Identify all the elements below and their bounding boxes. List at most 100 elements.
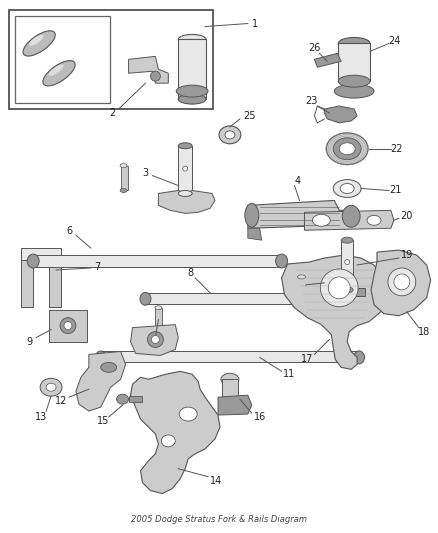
Text: 25: 25: [244, 111, 256, 121]
Ellipse shape: [394, 274, 410, 290]
Text: 2005 Dodge Stratus Fork & Rails Diagram: 2005 Dodge Stratus Fork & Rails Diagram: [131, 515, 307, 524]
Ellipse shape: [221, 373, 239, 385]
Bar: [9, 10, 213, 109]
Polygon shape: [76, 351, 126, 411]
Ellipse shape: [120, 164, 127, 168]
Ellipse shape: [178, 35, 206, 44]
Bar: [21, 252, 33, 307]
Ellipse shape: [320, 269, 358, 307]
Circle shape: [150, 71, 160, 81]
Text: 24: 24: [389, 36, 401, 46]
Text: 18: 18: [417, 327, 430, 336]
Ellipse shape: [161, 435, 175, 447]
Ellipse shape: [178, 190, 192, 197]
Ellipse shape: [178, 143, 192, 149]
Ellipse shape: [340, 183, 354, 193]
Ellipse shape: [333, 180, 361, 197]
Polygon shape: [282, 255, 387, 369]
Ellipse shape: [341, 237, 353, 243]
Ellipse shape: [388, 268, 416, 296]
Ellipse shape: [334, 84, 374, 98]
Ellipse shape: [338, 37, 370, 50]
Polygon shape: [304, 211, 394, 230]
Bar: [178, 146, 192, 193]
Ellipse shape: [140, 292, 151, 305]
Ellipse shape: [338, 75, 370, 87]
Bar: [338, 43, 370, 81]
Text: 8: 8: [187, 268, 193, 278]
Text: 6: 6: [66, 226, 72, 236]
Polygon shape: [314, 53, 341, 67]
Ellipse shape: [219, 126, 241, 144]
Text: 3: 3: [142, 167, 148, 177]
Ellipse shape: [49, 64, 64, 76]
Bar: [129, 396, 142, 402]
Bar: [15, 15, 110, 103]
Ellipse shape: [353, 292, 364, 305]
Circle shape: [183, 166, 188, 171]
Circle shape: [64, 321, 72, 329]
Ellipse shape: [117, 394, 129, 404]
Text: 4: 4: [294, 175, 300, 185]
Polygon shape: [324, 106, 357, 123]
Ellipse shape: [28, 35, 44, 46]
Ellipse shape: [27, 254, 39, 268]
Text: 10: 10: [149, 340, 162, 350]
Ellipse shape: [326, 133, 368, 165]
Text: 20: 20: [401, 211, 413, 221]
Text: 23: 23: [305, 96, 318, 106]
Polygon shape: [131, 372, 220, 494]
Ellipse shape: [225, 131, 235, 139]
Ellipse shape: [367, 215, 381, 225]
Bar: [341, 240, 353, 290]
Bar: [178, 39, 206, 99]
Bar: [155, 308, 162, 329]
Ellipse shape: [342, 205, 360, 227]
Bar: [329, 288, 365, 296]
Ellipse shape: [155, 306, 162, 310]
Polygon shape: [159, 190, 215, 213]
Bar: [49, 310, 87, 342]
Text: 21: 21: [390, 185, 402, 196]
Text: 7: 7: [95, 262, 101, 272]
Ellipse shape: [341, 287, 353, 293]
Ellipse shape: [312, 214, 330, 226]
Text: 9: 9: [26, 336, 32, 346]
Text: 19: 19: [401, 250, 413, 260]
Ellipse shape: [328, 277, 350, 299]
Bar: [49, 252, 61, 307]
Text: 26: 26: [308, 43, 321, 53]
Text: 1: 1: [252, 19, 258, 29]
Text: 14: 14: [210, 475, 222, 486]
Text: 11: 11: [283, 369, 296, 379]
Text: 13: 13: [35, 412, 47, 422]
Ellipse shape: [120, 189, 127, 192]
Bar: [21, 248, 61, 260]
Circle shape: [345, 260, 350, 264]
Ellipse shape: [95, 351, 106, 364]
Ellipse shape: [23, 31, 55, 56]
Text: 15: 15: [96, 416, 109, 426]
Polygon shape: [131, 325, 178, 356]
Ellipse shape: [178, 94, 206, 104]
Ellipse shape: [276, 254, 288, 268]
Ellipse shape: [245, 204, 259, 227]
Circle shape: [148, 332, 163, 348]
Ellipse shape: [43, 61, 75, 86]
Text: 22: 22: [391, 144, 403, 154]
Ellipse shape: [101, 362, 117, 373]
Bar: [145, 293, 359, 304]
Text: 16: 16: [254, 412, 266, 422]
Polygon shape: [248, 200, 354, 228]
Polygon shape: [371, 250, 431, 316]
Text: 17: 17: [301, 354, 314, 365]
Ellipse shape: [297, 275, 305, 279]
Text: 12: 12: [55, 396, 67, 406]
Text: 2: 2: [110, 108, 116, 118]
Polygon shape: [248, 228, 262, 240]
Bar: [120, 166, 127, 190]
Bar: [33, 255, 282, 267]
Ellipse shape: [46, 383, 56, 391]
Ellipse shape: [333, 138, 361, 160]
Polygon shape: [129, 56, 168, 83]
